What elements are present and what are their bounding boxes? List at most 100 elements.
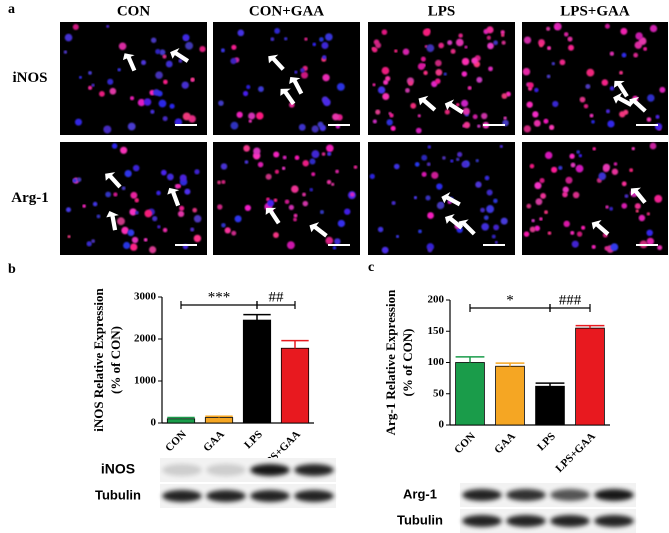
cell [127, 122, 136, 131]
row-label: iNOS [12, 70, 47, 86]
cell [302, 192, 306, 197]
cell [438, 42, 444, 49]
cell [571, 240, 579, 248]
cell [302, 200, 309, 207]
cell [179, 174, 187, 182]
cell [546, 26, 551, 31]
cell [381, 66, 390, 75]
cell [190, 227, 195, 232]
cell [457, 151, 463, 158]
cell [635, 209, 639, 213]
cell [547, 231, 552, 235]
cell [111, 143, 118, 149]
cell [572, 191, 580, 199]
cell [288, 204, 294, 211]
cell [578, 153, 583, 158]
cell [64, 33, 73, 42]
cell [523, 231, 530, 237]
cell [657, 245, 663, 251]
cell [78, 75, 82, 79]
cell [431, 171, 439, 179]
blot-band [206, 464, 246, 476]
cell [181, 81, 189, 89]
cell [382, 92, 390, 101]
cell [570, 162, 576, 168]
cell [609, 86, 615, 91]
bar [575, 327, 605, 426]
cell [554, 25, 559, 30]
cell [500, 217, 508, 225]
cell [113, 192, 118, 197]
cell [267, 199, 275, 207]
cell [405, 88, 410, 93]
cell [425, 195, 431, 201]
blot-band [550, 489, 590, 501]
cell [99, 90, 105, 97]
cell [248, 112, 256, 120]
bar [204, 417, 234, 424]
blot-band [294, 490, 334, 502]
cell [153, 89, 160, 96]
cell [65, 207, 72, 213]
cell [231, 230, 237, 236]
cell [244, 204, 251, 212]
blot-band [462, 489, 502, 501]
cell [602, 163, 611, 171]
cell [619, 70, 623, 75]
cell [217, 180, 221, 185]
cell [634, 203, 641, 210]
cell [427, 247, 433, 253]
cell [444, 109, 450, 115]
cell [231, 44, 237, 50]
cell [224, 227, 231, 234]
significance-label: ## [269, 289, 285, 305]
cell [526, 203, 532, 209]
cell [300, 68, 305, 73]
cell [96, 214, 101, 219]
cell [246, 84, 251, 90]
cell [377, 86, 386, 94]
cell [620, 27, 628, 35]
cell [192, 207, 198, 213]
cell [655, 114, 660, 119]
cell [293, 213, 298, 218]
cell [633, 52, 639, 58]
cell [117, 68, 121, 72]
micrograph [60, 22, 207, 135]
cell [319, 37, 324, 42]
cell [63, 50, 68, 54]
cell [311, 172, 316, 177]
arrow [613, 92, 633, 107]
cell [605, 205, 609, 209]
cell [155, 48, 161, 55]
x-tick-label: LPS [535, 430, 558, 453]
cell [321, 152, 326, 156]
cell [576, 231, 583, 237]
cell [461, 99, 469, 107]
cell [472, 114, 478, 120]
cell [486, 205, 495, 214]
blot-band [594, 515, 634, 527]
cell [298, 123, 306, 131]
error-bar [167, 416, 195, 419]
cell [461, 161, 468, 168]
cell [331, 182, 335, 186]
cell [166, 173, 174, 181]
cell [144, 209, 153, 218]
cell [237, 29, 245, 37]
cell [273, 151, 280, 158]
cell [375, 109, 381, 115]
micrograph [522, 22, 668, 135]
cell [591, 244, 596, 249]
cell [74, 118, 82, 126]
cell [501, 40, 506, 45]
panel-label: c [368, 260, 374, 275]
cell [121, 226, 129, 235]
y-tick-label: 0 [439, 419, 445, 431]
blot-band [250, 490, 290, 502]
cell [539, 217, 543, 221]
arrow [629, 96, 647, 113]
cell [426, 44, 435, 53]
cell [394, 49, 398, 53]
x-tick-label: LPS+GAA [553, 430, 598, 475]
